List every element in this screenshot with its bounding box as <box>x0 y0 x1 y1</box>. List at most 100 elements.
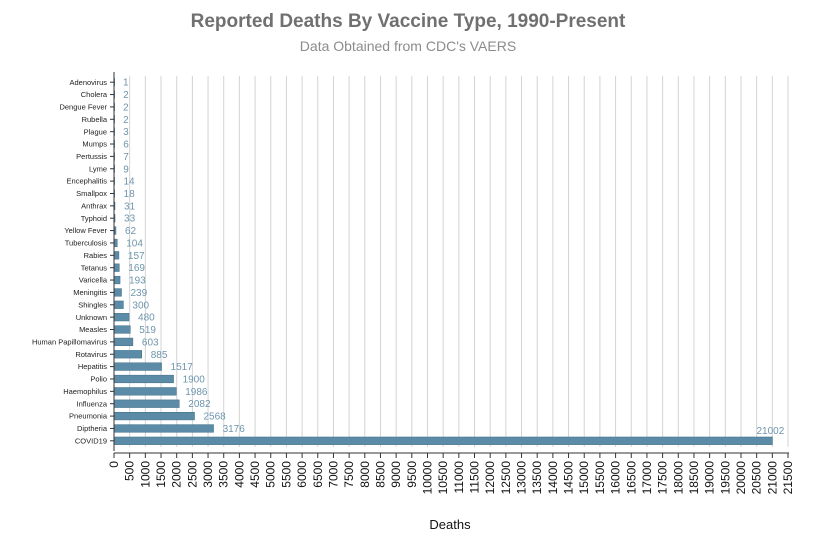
value-label: 885 <box>151 350 168 361</box>
value-label: 6 <box>123 140 129 151</box>
x-tick-label: 20000 <box>734 461 748 495</box>
category-label: Encephalitis <box>67 177 108 186</box>
value-label: 2568 <box>204 412 227 423</box>
value-label: 14 <box>123 177 135 188</box>
x-tick-label: 5000 <box>264 461 278 488</box>
x-tick-label: 6000 <box>295 461 309 488</box>
category-label: Meningitis <box>73 288 107 297</box>
category-label: Smallpox <box>76 189 107 198</box>
x-tick-label: 9000 <box>389 461 403 488</box>
bar <box>113 436 773 445</box>
x-tick-label: 1000 <box>138 461 152 488</box>
value-label: 480 <box>138 313 155 324</box>
x-tick-label: 14000 <box>546 461 560 495</box>
chart-title: Reported Deaths By Vaccine Type, 1990-Pr… <box>191 11 626 32</box>
category-label: Polio <box>90 375 107 384</box>
x-tick-label: 9500 <box>405 461 419 488</box>
value-label: 9 <box>123 164 129 175</box>
x-tick-label: 3000 <box>201 461 215 488</box>
x-tick-label: 7500 <box>342 461 356 488</box>
value-label: 62 <box>125 226 137 237</box>
x-tick-label: 20500 <box>750 461 764 495</box>
x-tick-label: 21500 <box>781 461 795 495</box>
x-tick-label: 4500 <box>248 461 262 488</box>
bar <box>113 313 130 322</box>
x-tick-label: 2500 <box>185 461 199 488</box>
value-label: 31 <box>124 201 136 212</box>
x-tick-label: 15500 <box>593 461 607 495</box>
x-tick-label: 10500 <box>436 461 450 495</box>
category-label: Cholera <box>81 90 108 99</box>
value-label: 300 <box>132 300 149 311</box>
x-tick-label: 3500 <box>217 461 231 488</box>
x-tick-label: 12000 <box>483 461 497 495</box>
x-tick-label: 13000 <box>515 461 529 495</box>
bars: 1222367914183133621041571691932393004805… <box>113 78 785 445</box>
category-label: Rubella <box>82 115 108 124</box>
category-label: Measles <box>79 325 107 334</box>
x-tick-label: 11500 <box>468 461 482 494</box>
x-tick-label: 18000 <box>671 461 685 495</box>
x-tick-label: 4000 <box>232 461 246 488</box>
bar <box>113 337 134 346</box>
category-label: Haemophilus <box>63 387 107 396</box>
category-label: Human Papillomavirus <box>32 337 107 346</box>
category-label: Adenovirus <box>69 78 107 87</box>
x-tick-label: 7000 <box>326 461 340 488</box>
bar <box>113 411 195 421</box>
value-label: 1 <box>123 78 129 89</box>
category-label: Dengue Fever <box>59 103 107 112</box>
bar <box>113 424 214 433</box>
x-tick-label: 2000 <box>170 461 184 488</box>
gridlines <box>113 76 789 447</box>
category-label: Rotavirus <box>75 350 107 359</box>
value-label: 104 <box>126 238 143 249</box>
category-label: Anthrax <box>81 201 107 210</box>
value-label: 18 <box>124 189 136 200</box>
x-tick-label: 17000 <box>640 461 654 495</box>
category-label: Lyme <box>89 164 107 173</box>
x-tick-label: 6500 <box>311 461 325 488</box>
value-label: 157 <box>128 251 145 262</box>
value-label: 603 <box>142 337 159 348</box>
bar <box>113 387 177 396</box>
category-label: Shingles <box>78 300 107 309</box>
x-tick-label: 13500 <box>530 461 544 495</box>
value-label: 519 <box>139 325 156 336</box>
bar <box>113 251 120 260</box>
category-label: Pertussis <box>76 152 107 161</box>
bar <box>113 263 120 272</box>
x-tick-label: 17500 <box>656 461 670 495</box>
value-label: 239 <box>130 288 147 299</box>
value-label: 3 <box>123 127 129 138</box>
x-tick-label: 500 <box>123 461 137 481</box>
category-label: Pneumonia <box>69 412 108 421</box>
value-label: 2 <box>123 102 129 113</box>
x-tick-label: 16500 <box>624 461 638 495</box>
category-label: Mumps <box>82 140 107 149</box>
x-tick-label: 16000 <box>609 461 623 495</box>
category-label: Unknown <box>76 313 107 322</box>
category-label: Hepatitis <box>78 362 107 371</box>
bar <box>113 275 121 285</box>
value-label: 1986 <box>185 387 208 398</box>
x-tick-label: 1500 <box>154 461 168 488</box>
value-label: 1517 <box>171 362 194 373</box>
category-label: Tuberculosis <box>65 239 107 248</box>
x-tick-label: 14500 <box>562 461 576 495</box>
category-label: Diptheria <box>77 424 108 433</box>
x-tick-label: 18500 <box>687 461 701 495</box>
value-label: 2 <box>123 90 129 101</box>
x-tick-label: 11000 <box>452 461 466 494</box>
x-tick-label: 5500 <box>279 461 293 488</box>
category-label: COVID19 <box>75 436 107 445</box>
value-label: 3176 <box>223 424 246 435</box>
value-label: 7 <box>123 152 129 163</box>
category-label: Rabies <box>84 251 108 260</box>
value-label: 193 <box>129 276 146 287</box>
bar <box>113 350 142 359</box>
y-axis: Adenovirus Cholera Dengue Fever Rubella Plag… <box>32 72 115 451</box>
value-label: 169 <box>128 263 145 274</box>
x-axis-title: Deaths <box>429 517 471 532</box>
category-label: Typhoid <box>81 214 107 223</box>
